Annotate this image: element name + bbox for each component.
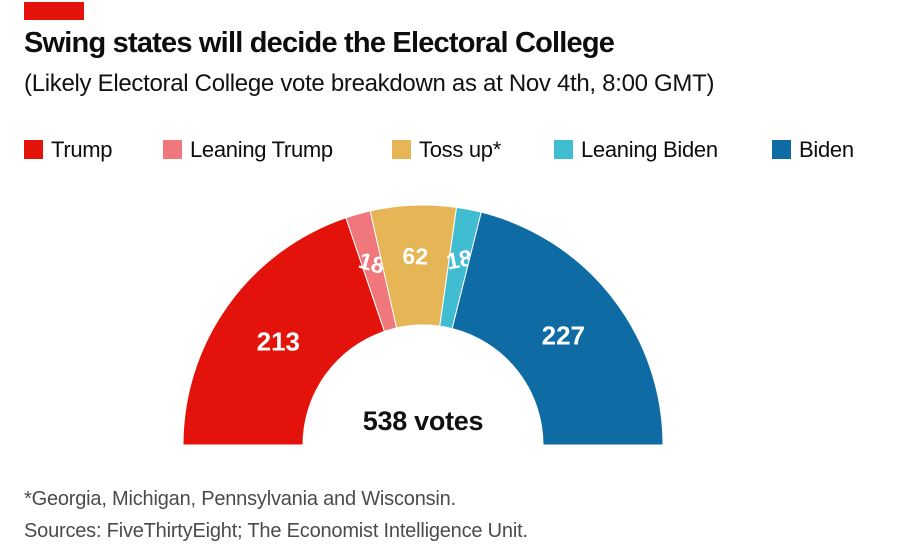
gauge-segment-toss-up [369, 204, 458, 329]
legend-item-leaning-biden: Leaning Biden [554, 139, 718, 161]
total-votes-label: 538 votes [362, 406, 484, 436]
legend-item-trump: Trump [24, 137, 113, 162]
gauge-value-label: 213 [257, 326, 300, 356]
legend-swatch-biden [772, 140, 791, 159]
gauge-segment-trump [182, 217, 386, 446]
legend-swatch-leaning-trump [163, 140, 182, 159]
gauge-value-label: 62 [402, 243, 429, 270]
sources: Sources: FiveThirtyEight; The Economist … [24, 520, 528, 542]
legend-item-toss-up: Toss up* [392, 139, 501, 161]
legend-label: Toss up* [419, 137, 501, 162]
gauge-value-label: 227 [542, 320, 585, 350]
legend-swatch-trump [24, 140, 43, 159]
legend-swatch-toss-up [392, 140, 411, 159]
legend-label: Leaning Biden [581, 137, 718, 162]
gauge-segment-biden [451, 211, 664, 446]
legend-swatch-leaning-biden [554, 140, 573, 159]
legend-label: Trump [51, 137, 113, 162]
gauge-value-label: 18 [356, 247, 388, 279]
chart-footer: *Georgia, Michigan, Pennsylvania and Wis… [24, 483, 528, 547]
gauge-segment-leaning-trump [345, 210, 398, 332]
legend-item-leaning-trump: Leaning Trump [163, 139, 333, 161]
chart-subtitle: (Likely Electoral College vote breakdown… [24, 70, 715, 97]
chart-legend: Trump Leaning Trump Toss up* Leaning Bid… [0, 139, 900, 163]
economist-red-tag [24, 2, 84, 20]
gauge-value-label: 18 [444, 244, 474, 274]
footnote: *Georgia, Michigan, Pennsylvania and Wis… [24, 488, 456, 510]
legend-label: Leaning Trump [190, 137, 333, 162]
legend-item-biden: Biden [772, 139, 854, 161]
gauge-segment-leaning-biden [439, 206, 482, 330]
legend-label: Biden [799, 137, 854, 162]
chart-title: Swing states will decide the Electoral C… [24, 27, 615, 59]
